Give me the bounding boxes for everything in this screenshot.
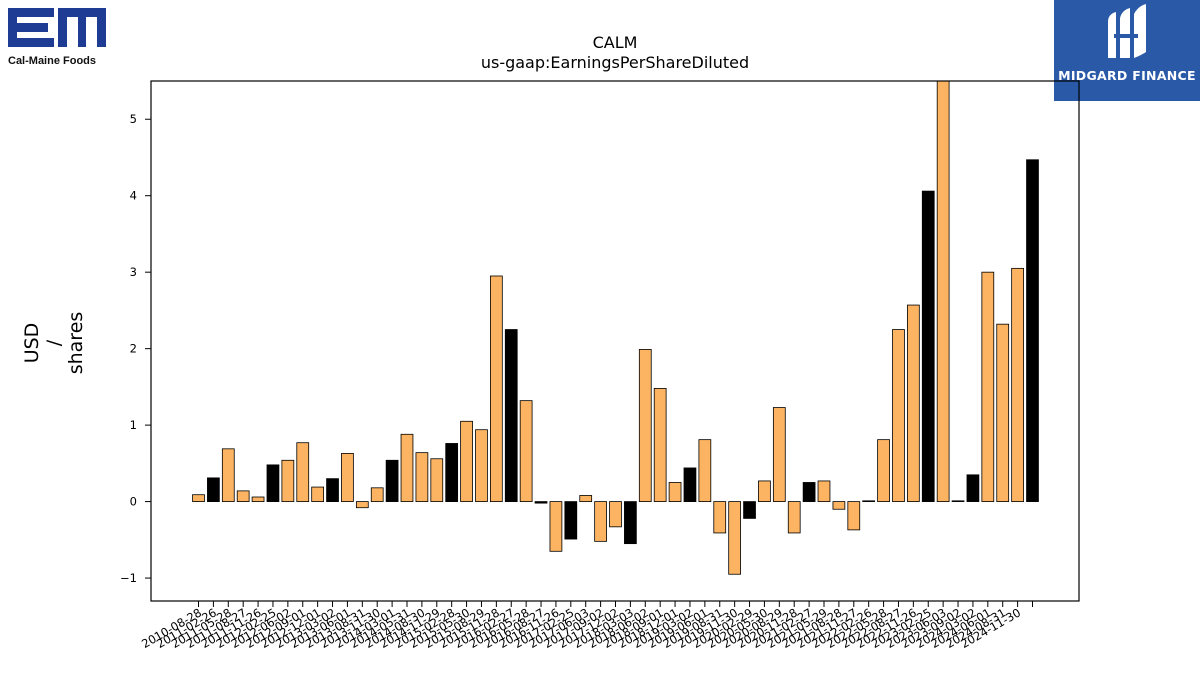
- bar: [207, 477, 220, 502]
- bar: [892, 329, 905, 502]
- bar: [609, 501, 622, 528]
- chart-subtitle: us-gaap:EarningsPerShareDiluted: [481, 53, 749, 72]
- bar: [624, 501, 637, 545]
- cal-maine-logo-text: Cal-Maine Foods: [8, 55, 97, 67]
- bar: [192, 494, 205, 502]
- x-axis: 2010-08-282011-02-262011-05-282011-08-27…: [139, 601, 1033, 651]
- y-tick-label: 4: [130, 189, 137, 203]
- bar: [802, 482, 816, 502]
- bar: [921, 190, 935, 502]
- bar: [594, 501, 607, 542]
- bar: [668, 482, 682, 502]
- bar: [445, 443, 459, 502]
- bar: [1026, 159, 1039, 502]
- bar: [698, 439, 712, 502]
- y-tick-label: 1: [130, 418, 137, 432]
- bar: [862, 500, 876, 502]
- bar: [772, 407, 786, 502]
- bar: [400, 433, 414, 502]
- y-tick-label: 0: [130, 495, 137, 509]
- bar: [251, 496, 265, 502]
- midgard-finance-logo-icon: [1108, 4, 1146, 58]
- y-tick-label: 5: [130, 112, 137, 126]
- bar: [907, 304, 920, 502]
- plot-frame: [150, 80, 1080, 602]
- bar: [683, 467, 697, 502]
- bar: [653, 388, 667, 502]
- bar: [266, 464, 280, 502]
- bar: [430, 458, 444, 502]
- bar: [981, 271, 995, 502]
- bar: [236, 490, 250, 502]
- bar: [966, 474, 980, 502]
- bar: [579, 495, 593, 502]
- midgard-finance-logo-text: MIDGARD FINANCE: [1058, 68, 1196, 83]
- bar: [385, 459, 399, 502]
- bar: [281, 459, 295, 502]
- bar: [832, 501, 846, 510]
- bar: [326, 478, 339, 502]
- bar: [758, 480, 771, 502]
- y-tick-label: 3: [130, 265, 137, 279]
- y-tick-label: 2: [130, 342, 137, 356]
- cal-maine-em-logo-icon: [8, 8, 106, 47]
- bar: [460, 420, 473, 502]
- bar: [489, 275, 503, 502]
- bar: [296, 442, 310, 502]
- midgard-finance-logo: MIDGARD FINANCE: [1054, 0, 1200, 101]
- bar: [743, 501, 756, 519]
- bar: [787, 501, 801, 534]
- bar: [519, 400, 533, 502]
- bar: [951, 500, 965, 502]
- bar: [728, 501, 742, 575]
- bar: [638, 349, 652, 502]
- bar: [549, 501, 563, 552]
- bar: [936, 80, 950, 502]
- bar: [221, 448, 235, 502]
- bar: [847, 501, 861, 531]
- bar: [996, 323, 1010, 502]
- bar: [370, 487, 384, 502]
- bar: [713, 501, 727, 534]
- bar: [877, 439, 890, 502]
- y-axis-label-line: /: [43, 339, 65, 346]
- bar: [564, 501, 578, 540]
- bars-group: [192, 80, 1039, 575]
- bar: [1011, 267, 1024, 502]
- y-axis-label-line: USD: [21, 323, 43, 364]
- bar: [534, 501, 548, 504]
- cal-maine-logo: Cal-Maine Foods: [8, 6, 108, 67]
- bar: [475, 429, 488, 502]
- chart-title: CALM: [593, 33, 638, 52]
- bar: [341, 453, 354, 502]
- y-axis-label: USD / shares: [21, 312, 87, 375]
- bar: [504, 329, 518, 502]
- bar: [311, 486, 325, 502]
- y-axis-label-line: shares: [65, 312, 87, 375]
- y-axis: −1 0 1 2 3 4 5: [120, 112, 151, 585]
- y-tick-label: −1: [120, 571, 137, 585]
- bar: [817, 480, 831, 502]
- bar: [415, 452, 429, 502]
- bar: [355, 501, 369, 509]
